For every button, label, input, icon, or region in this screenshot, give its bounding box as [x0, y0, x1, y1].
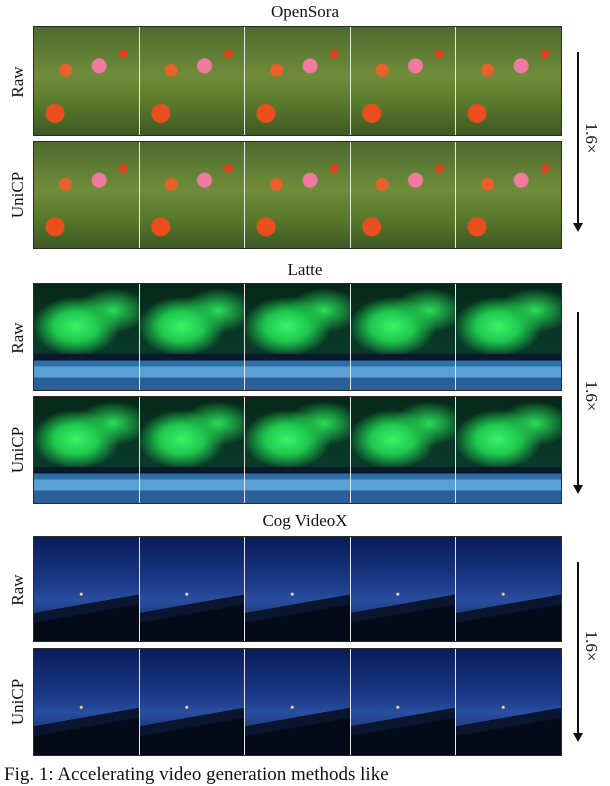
row-label-unicp: UniCP: [8, 678, 27, 726]
video-frame: [456, 142, 561, 248]
speedup-label: 1.6×: [576, 626, 606, 666]
video-frame: [139, 397, 246, 503]
frame-strip-opensora-unicp: [33, 141, 562, 249]
video-frame: [456, 284, 561, 390]
video-frame: [139, 537, 246, 641]
figure-caption: Fig. 1: Accelerating video generation me…: [4, 764, 389, 785]
video-frame: [34, 27, 140, 135]
video-frame: [456, 537, 561, 641]
video-frame: [350, 649, 457, 755]
row-label-unicp: UniCP: [8, 171, 27, 219]
video-frame: [34, 649, 140, 755]
video-frame: [245, 537, 351, 641]
frame-strip-cogvideox-raw: [33, 536, 562, 642]
video-frame: [139, 142, 246, 248]
video-frame: [34, 142, 140, 248]
video-frame: [245, 649, 351, 755]
frame-strip-opensora-raw: [33, 26, 562, 136]
video-frame: [34, 284, 140, 390]
down-arrow-icon: [573, 312, 583, 494]
row-label-raw: Raw: [8, 322, 27, 354]
group-title-cogvideox: Cog VideoX: [262, 511, 348, 530]
video-frame: [350, 537, 457, 641]
row-label-raw: Raw: [8, 66, 27, 98]
video-frame: [245, 142, 351, 248]
video-frame: [139, 284, 246, 390]
video-frame: [139, 27, 246, 135]
video-frame: [456, 27, 561, 135]
speedup-label: 1.6×: [576, 376, 606, 416]
video-frame: [350, 27, 457, 135]
video-frame: [456, 649, 561, 755]
video-frame: [34, 397, 140, 503]
row-label-raw: Raw: [8, 574, 27, 606]
video-frame: [350, 142, 457, 248]
group-title-opensora: OpenSora: [271, 2, 339, 21]
row-label-unicp: UniCP: [8, 426, 27, 474]
group-title-latte: Latte: [287, 260, 323, 279]
video-frame: [245, 397, 351, 503]
frame-strip-cogvideox-unicp: [33, 648, 562, 756]
video-frame: [350, 284, 457, 390]
video-frame: [245, 27, 351, 135]
frame-strip-latte-unicp: [33, 396, 562, 504]
down-arrow-icon: [573, 52, 583, 232]
video-frame: [350, 397, 457, 503]
down-arrow-icon: [573, 562, 583, 742]
frame-strip-latte-raw: [33, 283, 562, 391]
video-frame: [34, 537, 140, 641]
video-frame: [456, 397, 561, 503]
speedup-label: 1.6×: [576, 118, 606, 158]
video-frame: [139, 649, 246, 755]
video-frame: [245, 284, 351, 390]
